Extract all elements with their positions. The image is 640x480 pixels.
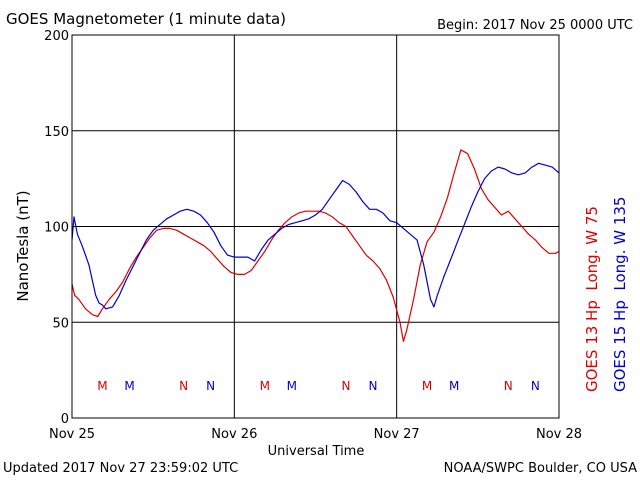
y-axis-label: NanoTesla (nT)	[14, 190, 32, 301]
y-tick-label: 0	[61, 412, 69, 427]
credit-label: NOAA/SWPC Boulder, CO USA	[444, 461, 637, 476]
local-time-marker: M	[260, 379, 270, 393]
series-line-goes13	[71, 149, 560, 342]
local-time-marker: M	[287, 379, 297, 393]
plot-frame	[71, 34, 560, 419]
x-tick-label: Nov 25	[49, 427, 95, 442]
legend-goes13: GOES 13 Hp Long. W 75	[583, 206, 601, 392]
y-tick-label: 100	[44, 221, 69, 236]
y-tick-label: 150	[44, 125, 69, 140]
local-time-marker: N	[179, 379, 188, 393]
x-tick-label: Nov 27	[374, 427, 420, 442]
chart-title: GOES Magnetometer (1 minute data)	[6, 10, 286, 28]
series-line-goes15	[71, 162, 560, 310]
legend-goes15: GOES 15 Hp Long. W 135	[611, 197, 629, 392]
local-time-marker: N	[369, 379, 378, 393]
y-tick-label: 200	[44, 29, 69, 44]
x-tick-label: Nov 26	[211, 427, 257, 442]
local-time-marker: N	[504, 379, 513, 393]
updated-timestamp: Updated 2017 Nov 27 23:59:02 UTC	[3, 461, 238, 476]
local-time-marker: M	[449, 379, 459, 393]
local-time-marker: M	[422, 379, 432, 393]
local-time-marker: M	[97, 379, 107, 393]
begin-time: Begin: 2017 Nov 25 0000 UTC	[437, 18, 633, 33]
local-time-marker: N	[531, 379, 540, 393]
local-time-marker: N	[206, 379, 215, 393]
x-axis-label: Universal Time	[268, 444, 365, 459]
local-time-marker: M	[124, 379, 134, 393]
local-time-marker: N	[341, 379, 350, 393]
y-tick-label: 50	[52, 316, 69, 331]
x-tick-label: Nov 28	[536, 427, 582, 442]
